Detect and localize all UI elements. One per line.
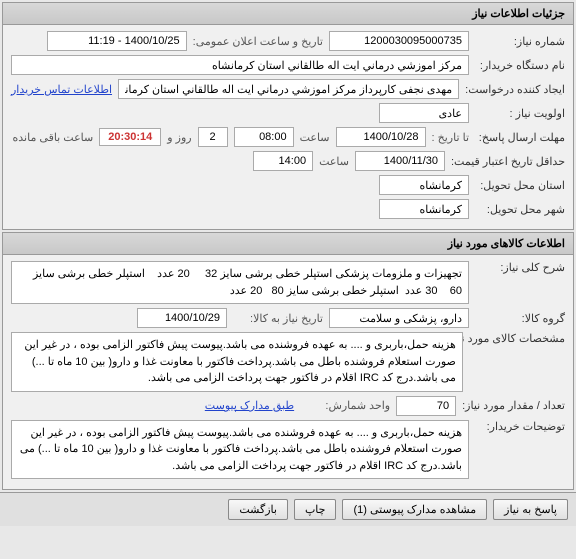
deadline-label: مهلت ارسال پاسخ: [475, 131, 565, 144]
goods-info-panel: اطلاعات کالاهای مورد نیاز شرح کلی نیاز: … [2, 232, 574, 490]
time-label-1: ساعت [300, 131, 330, 144]
remain-suffix: ساعت باقی مانده [13, 131, 94, 144]
announce-field[interactable] [47, 31, 187, 51]
validity-date-field[interactable] [355, 151, 445, 171]
attachments-button[interactable]: مشاهده مدارک پیوستی (1) [342, 499, 487, 520]
creator-field[interactable] [118, 79, 459, 99]
delivery-city-field[interactable] [379, 199, 469, 219]
qty-label: تعداد / مقدار مورد نیاز: [462, 399, 565, 412]
buyer-contact-link[interactable]: اطلاعات تماس خریدار [11, 83, 112, 96]
remain-days-label: روز و [167, 131, 191, 144]
unit-link[interactable]: طبق مدارک پیوست [205, 399, 294, 412]
need-date-field[interactable] [137, 308, 227, 328]
validity-label: حداقل تاریخ اعتبار قیمت: [451, 155, 565, 168]
qty-field[interactable] [396, 396, 456, 416]
request-no-field[interactable] [329, 31, 469, 51]
goods-group-label: گروه کالا: [475, 312, 565, 325]
print-button[interactable]: چاپ [294, 499, 337, 520]
buyer-field[interactable] [11, 55, 469, 75]
need-details-panel: جزئیات اطلاعات نیاز شماره نیاز: تاریخ و … [2, 2, 574, 230]
countdown-timer: 20:30:14 [99, 128, 161, 146]
delivery-province-label: استان محل تحویل: [475, 179, 565, 192]
time-label-2: ساعت [319, 155, 349, 168]
action-bar: پاسخ به نیاز مشاهده مدارک پیوستی (1) چاپ… [0, 492, 576, 526]
priority-field[interactable] [379, 103, 469, 123]
back-button[interactable]: بازگشت [228, 499, 288, 520]
delivery-province-field[interactable] [379, 175, 469, 195]
request-no-label: شماره نیاز: [475, 35, 565, 48]
to-date-label: تا تاریخ : [432, 131, 469, 144]
goods-group-field[interactable] [329, 308, 469, 328]
need-date-label: تاریخ نیاز به کالا: [233, 312, 323, 325]
general-desc-field[interactable] [11, 261, 469, 304]
panel2-header: اطلاعات کالاهای مورد نیاز [3, 233, 573, 255]
announce-label: تاریخ و ساعت اعلان عمومی: [193, 35, 323, 48]
buyer-label: نام دستگاه خریدار: [475, 59, 565, 72]
item-spec-label: مشخصات کالای مورد نیاز: [469, 332, 565, 345]
unit-label: واحد شمارش: [300, 399, 390, 412]
reply-button[interactable]: پاسخ به نیاز [493, 499, 568, 520]
deadline-date-field[interactable] [336, 127, 426, 147]
buyer-notes-label: توضیحات خریدار: [475, 420, 565, 433]
remain-days-field [198, 127, 228, 147]
buyer-notes-field[interactable] [11, 420, 469, 480]
validity-time-field[interactable] [253, 151, 313, 171]
creator-label: ایجاد کننده درخواست: [465, 83, 565, 96]
deadline-time-field[interactable] [234, 127, 294, 147]
panel1-header: جزئیات اطلاعات نیاز [3, 3, 573, 25]
item-spec-field[interactable] [11, 332, 463, 392]
panel2-body: شرح کلی نیاز: گروه کالا: تاریخ نیاز به ک… [3, 255, 573, 489]
panel1-body: شماره نیاز: تاریخ و ساعت اعلان عمومی: نا… [3, 25, 573, 229]
general-desc-label: شرح کلی نیاز: [475, 261, 565, 274]
delivery-city-label: شهر محل تحویل: [475, 203, 565, 216]
priority-label: اولویت نیاز : [475, 107, 565, 120]
